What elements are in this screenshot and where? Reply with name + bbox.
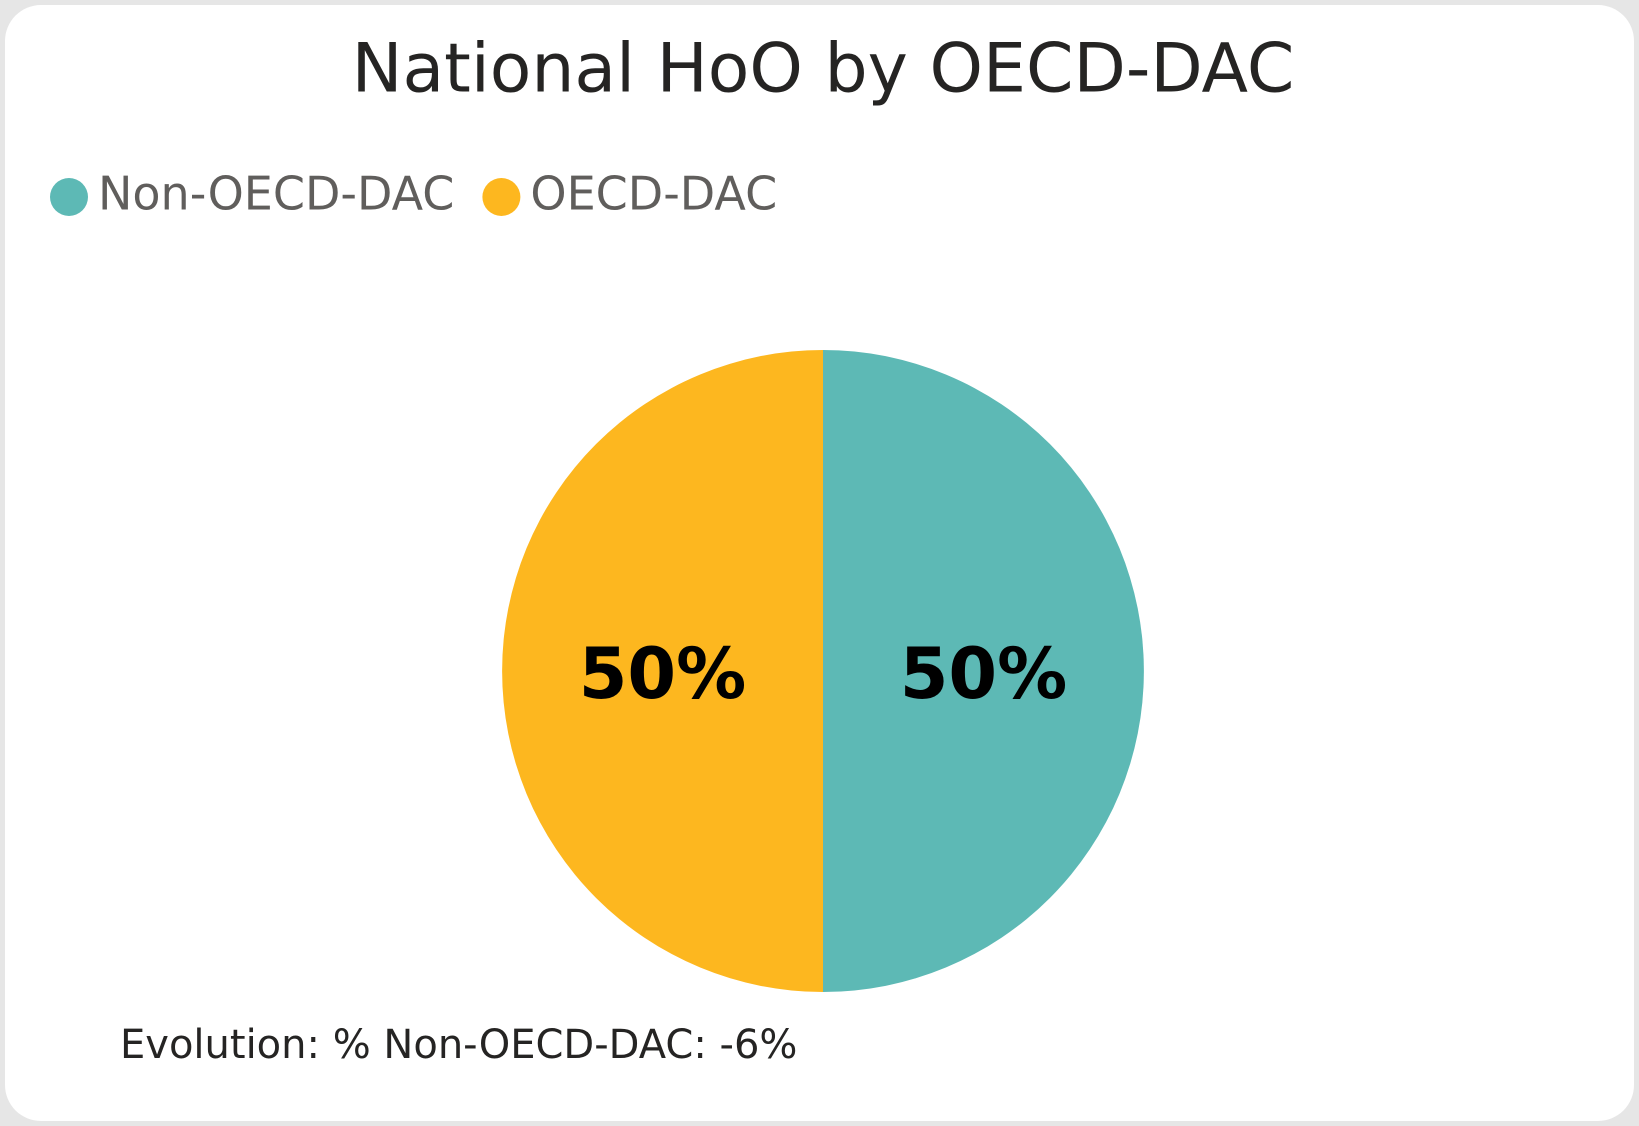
annotation: Evolution: % Non-OECD-DAC: -6% [120, 1022, 797, 1068]
chart-title: National HoO by OECD-DAC [352, 30, 1295, 109]
legend-marker [482, 178, 521, 216]
legend-label: OECD-DAC [530, 167, 777, 221]
legend-marker [50, 178, 88, 216]
data-label: 50% [579, 633, 747, 715]
pie-slice [823, 350, 1144, 992]
legend-label: Non-OECD-DAC [98, 167, 454, 221]
pie-slice [502, 350, 823, 992]
data-label: 50% [900, 633, 1068, 715]
